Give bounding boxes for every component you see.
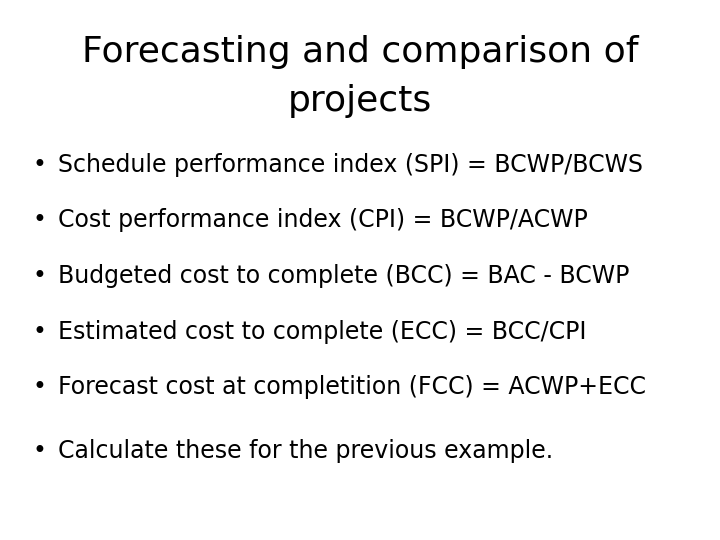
Text: projects: projects [288, 84, 432, 118]
Text: •: • [32, 439, 47, 463]
Text: Estimated cost to complete (ECC) = BCC/CPI: Estimated cost to complete (ECC) = BCC/C… [58, 320, 586, 343]
Text: •: • [32, 320, 47, 343]
Text: Forecasting and comparison of: Forecasting and comparison of [82, 35, 638, 69]
Text: Forecast cost at completition (FCC) = ACWP+ECC: Forecast cost at completition (FCC) = AC… [58, 375, 646, 399]
Text: Budgeted cost to complete (BCC) = BAC - BCWP: Budgeted cost to complete (BCC) = BAC - … [58, 264, 629, 288]
Text: •: • [32, 153, 47, 177]
Text: Schedule performance index (SPI) = BCWP/BCWS: Schedule performance index (SPI) = BCWP/… [58, 153, 643, 177]
Text: •: • [32, 375, 47, 399]
Text: Calculate these for the previous example.: Calculate these for the previous example… [58, 439, 553, 463]
Text: •: • [32, 208, 47, 232]
Text: •: • [32, 264, 47, 288]
Text: Cost performance index (CPI) = BCWP/ACWP: Cost performance index (CPI) = BCWP/ACWP [58, 208, 588, 232]
